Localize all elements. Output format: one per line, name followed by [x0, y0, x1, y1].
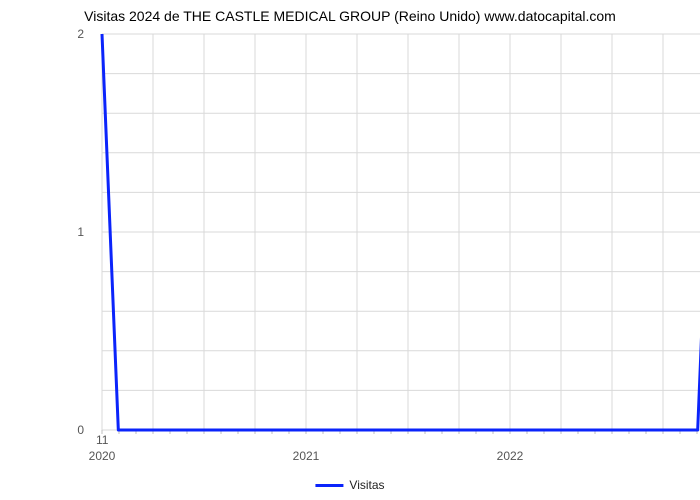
legend-label: Visitas	[349, 478, 384, 492]
x-tick-label: 2020	[89, 449, 116, 463]
chart-svg: 2020202120220121111	[62, 30, 700, 486]
y-tick-label: 2	[77, 27, 84, 41]
legend-swatch	[315, 484, 343, 487]
y-tick-label: 1	[77, 225, 84, 239]
plot-area: 2020202120220121111	[62, 30, 674, 426]
endpoint-label: 11	[96, 433, 109, 447]
x-tick-label: 2022	[497, 449, 524, 463]
chart-title: Visitas 2024 de THE CASTLE MEDICAL GROUP…	[0, 8, 700, 24]
legend: Visitas	[315, 478, 384, 492]
y-tick-label: 0	[77, 423, 84, 437]
x-tick-label: 2021	[293, 449, 320, 463]
